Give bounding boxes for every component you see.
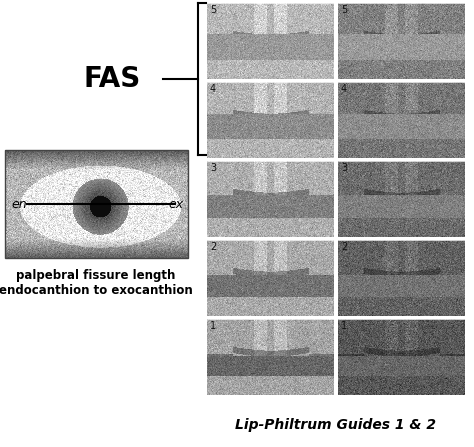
Text: 4: 4 xyxy=(210,84,216,94)
Text: FAS: FAS xyxy=(83,65,141,93)
Text: palpebral fissure length: palpebral fissure length xyxy=(16,270,176,283)
Text: 3: 3 xyxy=(210,163,216,173)
Text: 5: 5 xyxy=(341,5,347,15)
Text: 1: 1 xyxy=(341,321,347,331)
Text: 2: 2 xyxy=(341,242,347,252)
Bar xyxy=(5,150,188,258)
Text: 3: 3 xyxy=(341,163,347,173)
Text: Lip-Philtrum Guides 1 & 2: Lip-Philtrum Guides 1 & 2 xyxy=(236,418,437,432)
Text: 5: 5 xyxy=(210,5,216,15)
Text: 2: 2 xyxy=(210,242,216,252)
Text: en: en xyxy=(11,198,27,211)
Text: ex: ex xyxy=(169,198,184,211)
Text: 4: 4 xyxy=(341,84,347,94)
Text: 1: 1 xyxy=(210,321,216,331)
Text: endocanthion to exocanthion: endocanthion to exocanthion xyxy=(0,283,193,296)
